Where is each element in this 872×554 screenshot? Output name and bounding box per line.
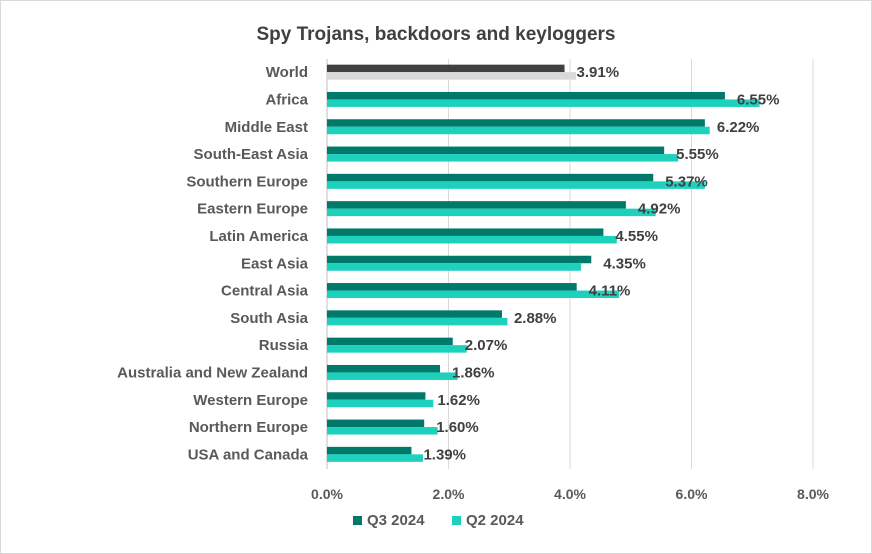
- data-label: 4.92%: [638, 201, 681, 218]
- x-axis-ticks: 0.0% 2.0% 4.0% 6.0% 8.0%: [311, 486, 829, 502]
- category-label: Western Europe: [193, 392, 308, 409]
- category-label: USA and Canada: [188, 446, 309, 463]
- x-tick-label: 8.0%: [797, 486, 829, 502]
- category-label: Latin America: [209, 228, 308, 245]
- bar-q3: [327, 119, 705, 127]
- bar-q3: [327, 64, 565, 73]
- bar-q2: [327, 317, 508, 326]
- bar-q3: [327, 446, 412, 455]
- category-label: World: [266, 64, 308, 81]
- chart-title: Spy Trojans, backdoors and keyloggers: [256, 24, 615, 45]
- data-label: 1.39%: [423, 446, 466, 463]
- bar-q3: [327, 310, 502, 318]
- bar-q2: [327, 372, 458, 380]
- category-label: Central Asia: [221, 283, 309, 300]
- category-labels: World Africa Middle East South-East Asia Sou…: [117, 64, 309, 463]
- category-label: Africa: [265, 91, 308, 108]
- data-label: 2.07%: [465, 337, 508, 354]
- legend-label: Q2 2024: [466, 512, 524, 529]
- bar-q2: [327, 99, 760, 107]
- bar-q2: [327, 208, 656, 217]
- bar-q2: [327, 72, 577, 80]
- bar-q3: [327, 392, 426, 400]
- x-tick-label: 6.0%: [676, 486, 708, 502]
- bar-q3: [327, 173, 654, 182]
- bar-q3: [327, 146, 665, 155]
- bar-q2: [327, 126, 710, 135]
- data-label: 4.35%: [603, 255, 646, 272]
- bar-q2: [327, 154, 679, 162]
- data-label: 5.55%: [676, 146, 719, 163]
- bar-q2: [327, 263, 581, 271]
- category-label: Russia: [259, 337, 309, 354]
- data-label: 1.86%: [452, 364, 495, 381]
- bar-q3: [327, 337, 453, 346]
- category-label: Middle East: [225, 119, 308, 136]
- bar-q3: [327, 201, 626, 209]
- legend-label: Q3 2024: [367, 512, 425, 529]
- data-label: 5.37%: [665, 173, 708, 190]
- bar-q2: [327, 427, 438, 435]
- bar-q2: [327, 235, 617, 244]
- data-labels: 3.91% 6.55% 6.22% 5.55% 5.37% 4.92% 4.55% 4.35%…: [423, 64, 779, 463]
- category-label: Southern Europe: [186, 173, 308, 190]
- bar-q2: [327, 290, 620, 299]
- bar-q2: [327, 345, 467, 353]
- category-label: Eastern Europe: [197, 201, 308, 218]
- data-label: 3.91%: [577, 64, 620, 81]
- data-label: 4.11%: [589, 283, 631, 300]
- data-label: 4.55%: [615, 228, 658, 245]
- bar-q2: [327, 181, 705, 189]
- category-label: South Asia: [230, 310, 308, 327]
- data-label: 1.62%: [437, 392, 480, 409]
- bar-q3: [327, 255, 592, 264]
- data-label: 1.60%: [436, 419, 479, 436]
- category-label: East Asia: [241, 255, 309, 272]
- legend-swatch: [353, 516, 362, 525]
- data-label: 2.88%: [514, 310, 557, 327]
- bars: [327, 64, 760, 462]
- data-label: 6.55%: [737, 91, 780, 108]
- bar-q3: [327, 283, 577, 291]
- category-label: Northern Europe: [189, 419, 308, 436]
- x-tick-label: 4.0%: [554, 486, 586, 502]
- x-tick-label: 2.0%: [433, 486, 465, 502]
- x-tick-label: 0.0%: [311, 486, 343, 502]
- bar-q3: [327, 228, 604, 236]
- category-label: South-East Asia: [194, 146, 309, 163]
- bar-q3: [327, 91, 725, 100]
- category-label: Australia and New Zealand: [117, 364, 308, 381]
- bar-q2: [327, 399, 434, 408]
- bar-q2: [327, 454, 423, 462]
- legend-swatch: [452, 516, 461, 525]
- data-label: 6.22%: [717, 119, 760, 136]
- legend: Q3 2024 Q2 2024: [353, 512, 524, 529]
- bar-q3: [327, 364, 440, 373]
- bar-q3: [327, 419, 425, 428]
